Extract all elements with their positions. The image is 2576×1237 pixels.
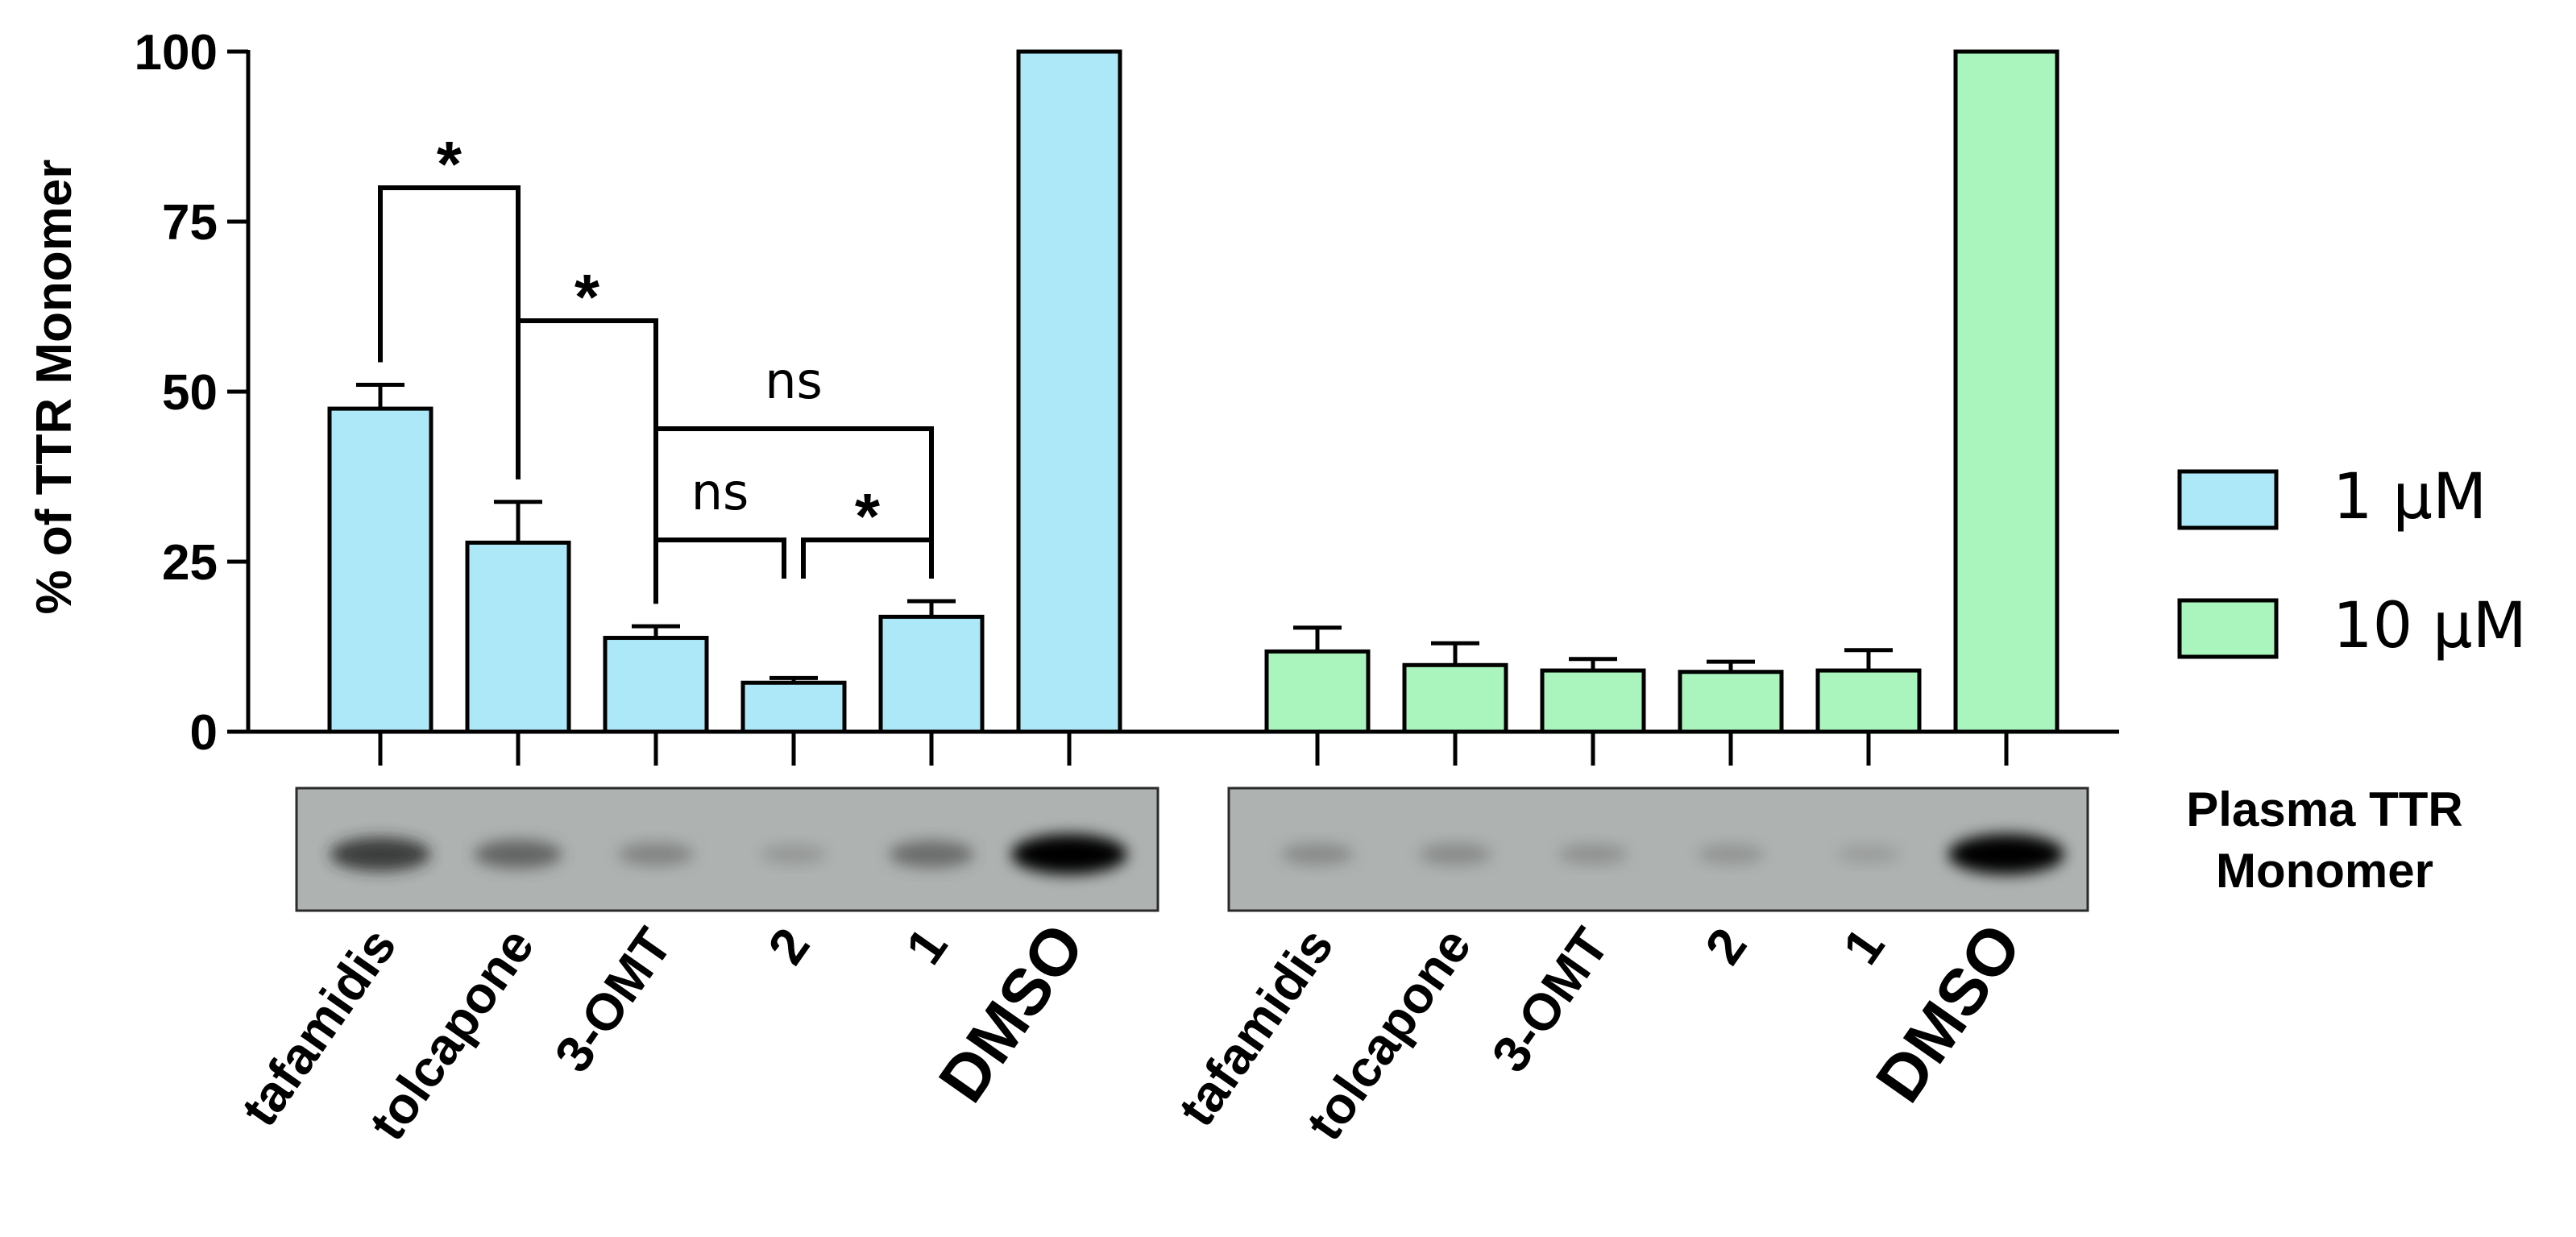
x-category-label: 2 xyxy=(757,918,820,974)
bar xyxy=(1815,668,1922,734)
x-ticks xyxy=(248,729,2119,766)
blot-band xyxy=(1011,834,1127,874)
legend-swatch xyxy=(2177,469,2279,530)
bar xyxy=(878,614,985,734)
blot-label: Plasma TTR Monomer xyxy=(2186,782,2462,898)
blot-band xyxy=(760,844,828,865)
blot-band xyxy=(1280,843,1354,865)
y-axis: 0 25 50 75 100 xyxy=(135,25,251,761)
bar xyxy=(603,636,709,734)
x-category-label: 1 xyxy=(1831,918,1895,974)
bar xyxy=(1540,668,1646,734)
significance-bracket xyxy=(653,426,934,604)
y-axis-label: % of TTR Monomer xyxy=(27,160,82,615)
significance-bracket xyxy=(653,538,786,604)
blot-band xyxy=(617,842,695,866)
bar xyxy=(1264,649,1371,734)
legend-label: 1 μM xyxy=(2333,461,2487,533)
bar xyxy=(327,406,433,734)
significance-label: * xyxy=(855,480,881,552)
bar xyxy=(1678,670,1784,734)
blot-band xyxy=(889,841,974,868)
legend-label: 10 μM xyxy=(2333,590,2527,662)
blot-band xyxy=(1558,844,1628,865)
x-category-label: 3-OMT xyxy=(1480,918,1620,1082)
blot-band xyxy=(330,837,431,871)
x-category-label: 2 xyxy=(1694,918,1757,974)
blot-band xyxy=(1696,844,1765,865)
bar xyxy=(1402,662,1508,734)
bar xyxy=(1953,49,2060,734)
x-category-label: DMSO xyxy=(925,911,1099,1115)
x-category-label: DMSO xyxy=(1862,911,2036,1115)
bar xyxy=(465,540,571,734)
blot-panel xyxy=(1227,787,2089,912)
bar xyxy=(740,680,847,734)
y-tick-label: 25 xyxy=(162,535,218,591)
significance-label: * xyxy=(437,128,463,200)
x-category-label: 3-OMT xyxy=(543,918,682,1082)
bars xyxy=(327,49,2060,734)
blot-band xyxy=(474,840,562,869)
blot-band xyxy=(1418,843,1492,865)
y-tick-label: 100 xyxy=(135,25,218,81)
legend-swatch xyxy=(2177,598,2279,659)
y-tick-label: 0 xyxy=(190,705,218,761)
y-tick-label: 50 xyxy=(162,365,218,421)
legend: 1 μM 10 μM xyxy=(2177,461,2527,662)
bar xyxy=(1016,49,1122,734)
western-blots xyxy=(295,787,2089,912)
y-tick-label: 75 xyxy=(162,195,218,251)
significance-label: * xyxy=(575,261,600,333)
significance-bracket xyxy=(801,538,934,579)
blot-band xyxy=(1948,834,2064,874)
x-category-label: 1 xyxy=(894,918,958,974)
blot-label-line: Monomer xyxy=(2216,844,2433,898)
blot-band xyxy=(1836,845,1901,864)
blot-label-line: Plasma TTR xyxy=(2186,782,2462,836)
significance-label: ns xyxy=(765,351,823,410)
significance-label: ns xyxy=(691,463,749,521)
